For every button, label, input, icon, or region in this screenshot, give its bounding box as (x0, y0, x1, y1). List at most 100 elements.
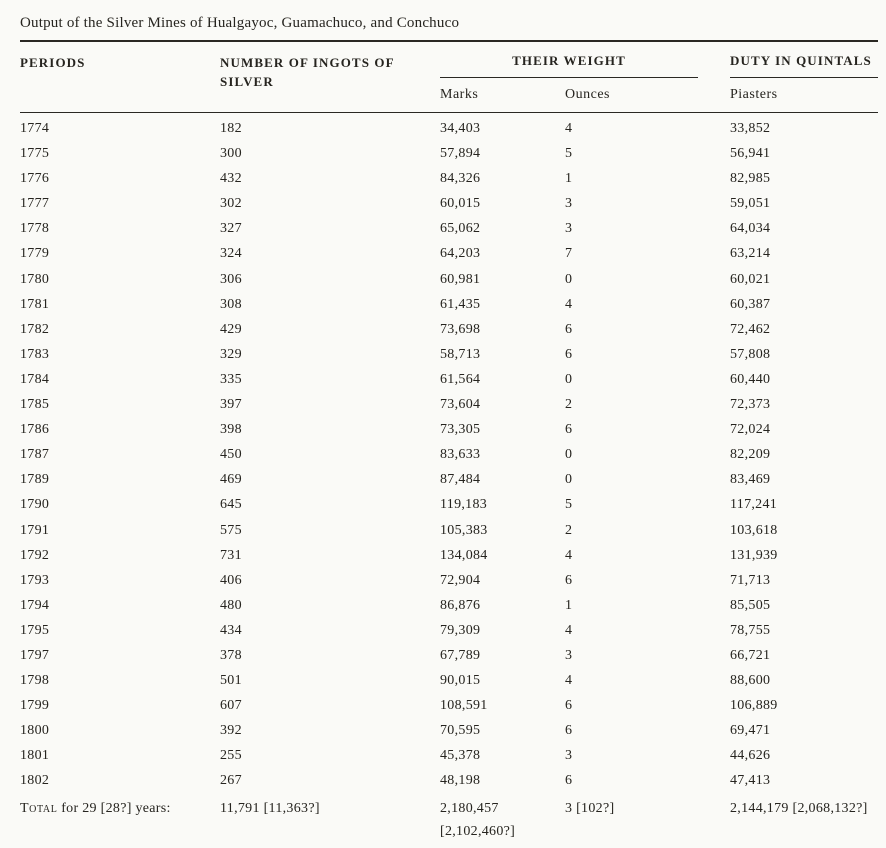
cell-piasters: 82,985 (730, 171, 771, 187)
cell-period: 1784 (20, 371, 50, 387)
cell-marks: 57,894 (440, 146, 481, 162)
cell-ounces: 5 (565, 497, 573, 513)
table-row: 1797 378 67,789 3 66,721 (20, 643, 878, 668)
cell-marks: 73,305 (440, 422, 481, 438)
cell-marks: 72,904 (440, 572, 481, 588)
total-row: Total for 29 [28?] years: 11,791 [11,363… (20, 794, 878, 848)
column-header-piasters: Piasters (730, 78, 878, 113)
cell-ounces: 0 (565, 271, 573, 287)
table-row: 1777 302 60,015 3 59,051 (20, 191, 878, 216)
cell-ounces: 2 (565, 397, 573, 413)
table-row: 1801 255 45,378 3 44,626 (20, 743, 878, 768)
cell-period: 1798 (20, 673, 50, 689)
cell-ounces: 6 (565, 572, 573, 588)
duty-in-quintals-label: DUTY IN QUINTALS (730, 53, 878, 78)
cell-period: 1785 (20, 397, 50, 413)
cell-ounces: 1 (565, 171, 573, 187)
cell-ingots: 308 (220, 296, 242, 312)
table-row: 1783 329 58,713 6 57,808 (20, 342, 878, 367)
table-row: 1800 392 70,595 6 69,471 (20, 718, 878, 743)
cell-ounces: 0 (565, 371, 573, 387)
cell-marks: 60,981 (440, 271, 481, 287)
cell-ingots: 469 (220, 472, 242, 488)
cell-piasters: 60,387 (730, 296, 771, 312)
table-row: 1780 306 60,981 0 60,021 (20, 267, 878, 292)
cell-ingots: 607 (220, 698, 242, 714)
cell-ounces: 4 (565, 622, 573, 638)
cell-period: 1797 (20, 647, 50, 663)
cell-marks: 58,713 (440, 346, 481, 362)
cell-piasters: 103,618 (730, 522, 778, 538)
table-row: 1792 731 134,084 4 131,939 (20, 543, 878, 568)
table-row: 1799 607 108,591 6 106,889 (20, 693, 878, 718)
table-row: 1794 480 86,876 1 85,505 (20, 593, 878, 618)
cell-ounces: 3 (565, 647, 573, 663)
column-header-periods: PERIODS (20, 42, 220, 113)
cell-piasters: 78,755 (730, 622, 771, 638)
cell-piasters: 47,413 (730, 773, 771, 789)
total-ounces-cell: 3 [102?] (565, 800, 615, 816)
column-header-periods-label: PERIODS (20, 55, 86, 70)
cell-piasters: 44,626 (730, 748, 771, 764)
total-label-rest: for 29 [28?] years: (57, 800, 171, 816)
cell-ingots: 432 (220, 171, 242, 187)
cell-ingots: 397 (220, 397, 242, 413)
silver-mines-output-table: PERIODS NUMBER OF INGOTS OF SILVER THEIR… (20, 42, 878, 848)
cell-ounces: 0 (565, 472, 573, 488)
cell-marks: 84,326 (440, 171, 481, 187)
cell-period: 1775 (20, 146, 50, 162)
table-body: 1774 182 34,403 4 33,852 1775 300 57,894 5 56,941… (20, 113, 878, 794)
cell-marks: 61,564 (440, 371, 481, 387)
cell-ingots: 329 (220, 346, 242, 362)
cell-period: 1787 (20, 447, 50, 463)
column-header-ingots-label: NUMBER OF INGOTS OF SILVER (220, 55, 395, 89)
cell-marks: 70,595 (440, 723, 481, 739)
table-row: 1786 398 73,305 6 72,024 (20, 417, 878, 442)
cell-marks: 73,604 (440, 397, 481, 413)
table-row: 1795 434 79,309 4 78,755 (20, 618, 878, 643)
cell-period: 1799 (20, 698, 50, 714)
cell-period: 1777 (20, 196, 50, 212)
cell-piasters: 63,214 (730, 246, 771, 262)
column-header-ounces: Ounces (565, 78, 730, 113)
cell-ounces: 4 (565, 296, 573, 312)
cell-ounces: 5 (565, 146, 573, 162)
cell-piasters: 66,721 (730, 647, 771, 663)
cell-ounces: 6 (565, 422, 573, 438)
cell-period: 1792 (20, 547, 50, 563)
cell-ounces: 6 (565, 723, 573, 739)
cell-ingots: 480 (220, 597, 242, 613)
cell-piasters: 72,462 (730, 321, 771, 337)
cell-period: 1800 (20, 723, 50, 739)
cell-ingots: 575 (220, 522, 242, 538)
cell-ounces: 4 (565, 673, 573, 689)
cell-ingots: 267 (220, 773, 242, 789)
cell-ounces: 3 (565, 221, 573, 237)
total-marks-cell: 2,180,457 [2,102,460?] (440, 794, 565, 848)
table-row: 1778 327 65,062 3 64,034 (20, 216, 878, 241)
cell-ingots: 335 (220, 371, 242, 387)
cell-period: 1776 (20, 171, 50, 187)
cell-marks: 45,378 (440, 748, 481, 764)
cell-piasters: 88,600 (730, 673, 771, 689)
cell-period: 1780 (20, 271, 50, 287)
cell-period: 1781 (20, 296, 50, 312)
cell-ingots: 731 (220, 547, 242, 563)
cell-ounces: 0 (565, 447, 573, 463)
cell-marks: 73,698 (440, 321, 481, 337)
cell-marks: 105,383 (440, 522, 488, 538)
cell-ounces: 4 (565, 121, 573, 136)
table-footer: Total for 29 [28?] years: 11,791 [11,363… (20, 794, 878, 848)
cell-marks: 48,198 (440, 773, 481, 789)
cell-marks: 61,435 (440, 296, 481, 312)
cell-ingots: 645 (220, 497, 242, 513)
cell-period: 1778 (20, 221, 50, 237)
cell-piasters: 117,241 (730, 497, 778, 513)
total-marks-line1: 2,180,457 (440, 800, 499, 816)
cell-piasters: 33,852 (730, 121, 771, 136)
table-row: 1793 406 72,904 6 71,713 (20, 568, 878, 593)
cell-period: 1774 (20, 121, 50, 136)
cell-piasters: 72,024 (730, 422, 771, 438)
table-row: 1776 432 84,326 1 82,985 (20, 166, 878, 191)
